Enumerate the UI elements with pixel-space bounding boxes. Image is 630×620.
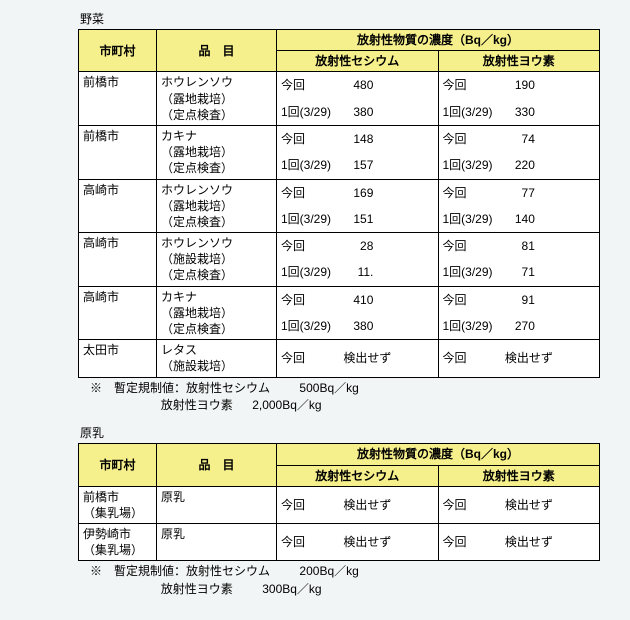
cell-city: 高崎市	[79, 233, 157, 287]
cell-item: ホウレンソウ（施設栽培）（定点検査）	[157, 233, 277, 287]
cell-cesium-prev: 1回(3/29)11.	[277, 259, 439, 286]
cell-iodine-prev: 1回(3/29)140	[438, 206, 600, 233]
cell-cesium-now: 今回検出せず	[277, 524, 439, 561]
cell-city: 高崎市	[79, 179, 157, 233]
note-line2b: 300Bq／kg	[235, 581, 321, 598]
cell-item: カキナ（露地栽培）（定点検査）	[157, 125, 277, 179]
col-item: 品 目	[157, 444, 277, 486]
cell-iodine-now: 今回検出せず	[438, 524, 600, 561]
table-row: 伊勢崎市（集乳場）原乳今回検出せず今回検出せず	[79, 524, 600, 561]
note-line1b: 200Bq／kg	[272, 563, 358, 580]
cell-city: 前橋市（集乳場）	[79, 486, 157, 523]
cell-cesium-now: 今回検出せず	[277, 486, 439, 523]
table-row: 高崎市カキナ（露地栽培）（定点検査）今回410今回91	[79, 286, 600, 313]
cell-item: ホウレンソウ（露地栽培）（定点検査）	[157, 179, 277, 233]
cell-cesium-now: 今回28	[277, 233, 439, 260]
note-line1b: 500Bq／kg	[272, 380, 358, 397]
table-row: 高崎市ホウレンソウ（露地栽培）（定点検査）今回169今回77	[79, 179, 600, 206]
cell-city: 伊勢崎市（集乳場）	[79, 524, 157, 561]
col-city: 市町村	[79, 444, 157, 486]
cell-iodine-prev: 1回(3/29)330	[438, 99, 600, 126]
table-row: 前橋市ホウレンソウ（露地栽培）（定点検査）今回480今回190	[79, 72, 600, 99]
note-line1a: ※ 暫定規制値：放射性セシウム	[90, 381, 270, 395]
table-row: 高崎市ホウレンソウ（施設栽培）（定点検査）今回28今回81	[79, 233, 600, 260]
table-row: 前橋市カキナ（露地栽培）（定点検査）今回148今回74	[79, 125, 600, 152]
note-line2b: 2,000Bq／kg	[235, 397, 321, 414]
cell-cesium-now: 今回148	[277, 125, 439, 152]
cell-cesium-prev: 1回(3/29)157	[277, 152, 439, 179]
cell-cesium-now: 今回169	[277, 179, 439, 206]
data-table: 市町村品 目放射性物質の濃度（Bq／kg）放射性セシウム放射性ヨウ素前橋市ホウレ…	[78, 29, 600, 378]
cell-city: 高崎市	[79, 286, 157, 340]
data-table: 市町村品 目放射性物質の濃度（Bq／kg）放射性セシウム放射性ヨウ素前橋市（集乳…	[78, 443, 600, 561]
cell-iodine-now: 今回検出せず	[438, 340, 600, 377]
table-row: 太田市レタス（施設栽培）今回検出せず今回検出せず	[79, 340, 600, 377]
cell-item: 原乳	[157, 486, 277, 523]
cell-item: カキナ（露地栽培）（定点検査）	[157, 286, 277, 340]
col-city: 市町村	[79, 30, 157, 72]
col-cesium: 放射性セシウム	[277, 465, 439, 486]
section-title: 原乳	[80, 424, 600, 441]
cell-iodine-prev: 1回(3/29)270	[438, 313, 600, 340]
col-cesium: 放射性セシウム	[277, 51, 439, 72]
col-conc: 放射性物質の濃度（Bq／kg）	[277, 30, 600, 51]
cell-city: 太田市	[79, 340, 157, 377]
note-line2a: 放射性ヨウ素	[161, 582, 233, 596]
footnote: ※ 暫定規制値：放射性セシウム500Bq／kg 放射性ヨウ素2,000Bq／kg	[90, 380, 600, 415]
cell-item: 原乳	[157, 524, 277, 561]
section-title: 野菜	[80, 10, 600, 27]
cell-cesium-now: 今回410	[277, 286, 439, 313]
cell-iodine-now: 今回81	[438, 233, 600, 260]
document-root: 野菜市町村品 目放射性物質の濃度（Bq／kg）放射性セシウム放射性ヨウ素前橋市ホ…	[78, 10, 600, 598]
note-line2a: 放射性ヨウ素	[161, 398, 233, 412]
cell-iodine-now: 今回91	[438, 286, 600, 313]
note-line1a: ※ 暫定規制値：放射性セシウム	[90, 564, 270, 578]
cell-iodine-now: 今回190	[438, 72, 600, 99]
col-item: 品 目	[157, 30, 277, 72]
cell-cesium-prev: 1回(3/29)380	[277, 99, 439, 126]
col-iodine: 放射性ヨウ素	[438, 465, 600, 486]
cell-item: ホウレンソウ（露地栽培）（定点検査）	[157, 72, 277, 126]
cell-cesium-prev: 1回(3/29)380	[277, 313, 439, 340]
col-conc: 放射性物質の濃度（Bq／kg）	[277, 444, 600, 465]
cell-iodine-prev: 1回(3/29)71	[438, 259, 600, 286]
table-row: 前橋市（集乳場）原乳今回検出せず今回検出せず	[79, 486, 600, 523]
cell-iodine-now: 今回74	[438, 125, 600, 152]
cell-cesium-prev: 1回(3/29)151	[277, 206, 439, 233]
cell-iodine-prev: 1回(3/29)220	[438, 152, 600, 179]
cell-iodine-now: 今回検出せず	[438, 486, 600, 523]
footnote: ※ 暫定規制値：放射性セシウム200Bq／kg 放射性ヨウ素300Bq／kg	[90, 563, 600, 598]
cell-city: 前橋市	[79, 125, 157, 179]
cell-cesium-now: 今回検出せず	[277, 340, 439, 377]
col-iodine: 放射性ヨウ素	[438, 51, 600, 72]
cell-item: レタス（施設栽培）	[157, 340, 277, 377]
cell-cesium-now: 今回480	[277, 72, 439, 99]
cell-iodine-now: 今回77	[438, 179, 600, 206]
cell-city: 前橋市	[79, 72, 157, 126]
